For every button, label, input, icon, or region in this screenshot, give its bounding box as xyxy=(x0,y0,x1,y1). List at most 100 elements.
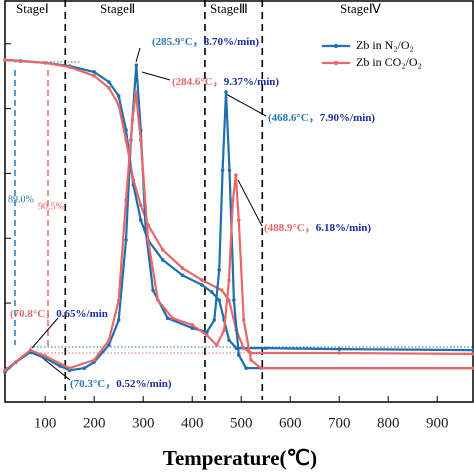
data-point xyxy=(180,273,185,278)
annotation-rate: 7.90%/min) xyxy=(320,112,376,124)
x-tick-label: 600 xyxy=(279,415,302,431)
series-line xyxy=(4,58,474,356)
x-axis-label: Temperature(℃) xyxy=(163,446,317,470)
series-line xyxy=(4,91,474,372)
data-point xyxy=(138,218,143,222)
stage-label: StageⅡ xyxy=(100,1,135,16)
data-point xyxy=(124,198,128,202)
data-point xyxy=(107,86,111,90)
data-point xyxy=(151,288,155,293)
data-point xyxy=(227,168,232,173)
data-point xyxy=(130,118,135,122)
mass-loss-label: 89.0% xyxy=(8,194,34,205)
data-point xyxy=(92,70,96,74)
data-point xyxy=(190,323,195,327)
data-point xyxy=(222,328,226,333)
data-point xyxy=(227,338,231,342)
stage-label: StageⅢ xyxy=(210,1,248,16)
data-point xyxy=(116,298,121,302)
data-point xyxy=(249,358,253,362)
x-tick-label: 300 xyxy=(132,415,155,431)
data-point xyxy=(234,173,238,178)
annotation-arrow xyxy=(237,179,263,227)
data-point xyxy=(236,353,241,357)
x-tick-label: 500 xyxy=(230,415,253,431)
annotation: (70.3°C，0.52%/min) xyxy=(70,378,172,390)
annotation-arrow xyxy=(135,47,141,63)
annotation: (468.6°C，7.90%/min) xyxy=(268,112,375,124)
mass-loss-label: 90.5% xyxy=(38,201,64,212)
data-point xyxy=(227,278,231,282)
annotation-rate: 9.37%/min) xyxy=(224,76,280,88)
annotation-temp: (70.8°C， xyxy=(10,308,56,320)
data-point xyxy=(200,278,204,282)
data-point xyxy=(131,178,136,182)
data-point xyxy=(231,198,235,202)
annotation-rate: 6.18%/min) xyxy=(316,222,372,234)
annotation-rate: 0.52%/min) xyxy=(116,378,172,390)
data-point xyxy=(28,348,33,352)
data-point xyxy=(124,138,128,142)
data-point xyxy=(138,138,143,142)
annotation-rate: 0.65%/min xyxy=(56,308,108,320)
data-point xyxy=(236,218,241,222)
data-point xyxy=(82,366,87,370)
legend-label: Zb in CO₂/O₂ xyxy=(356,55,422,69)
data-point xyxy=(134,90,138,94)
plot-frame xyxy=(4,0,474,403)
data-point xyxy=(241,346,246,350)
data-point xyxy=(212,318,217,322)
data-point xyxy=(337,347,342,351)
x-tick-label: 200 xyxy=(83,415,106,431)
data-point xyxy=(156,298,160,302)
data-point xyxy=(116,318,121,322)
data-point xyxy=(219,288,224,292)
data-point xyxy=(124,238,128,242)
data-point xyxy=(180,266,185,270)
data-point xyxy=(3,368,7,373)
annotation-arrow xyxy=(141,71,171,81)
x-tick-label: 400 xyxy=(181,415,204,431)
annotation-arrow xyxy=(225,93,267,117)
data-point xyxy=(92,358,96,362)
data-point xyxy=(116,103,121,107)
data-point xyxy=(107,343,111,347)
data-point xyxy=(244,366,248,370)
data-point xyxy=(146,238,150,242)
x-tick-label: 900 xyxy=(426,415,449,431)
data-point xyxy=(217,298,221,302)
annotation: (285.9°C，8.70%/min) xyxy=(152,36,259,48)
annotation-temp: (468.6°C， xyxy=(268,112,320,124)
stage-label: StageⅣ xyxy=(340,1,381,16)
data-point xyxy=(241,318,246,322)
data-point xyxy=(43,61,47,65)
data-point xyxy=(134,63,139,67)
data-point xyxy=(220,168,225,173)
data-point xyxy=(214,343,219,347)
legend-label: Zb in N₂/O₂ xyxy=(356,38,414,52)
data-point xyxy=(116,94,121,98)
x-tick-label: 100 xyxy=(34,415,57,431)
data-point xyxy=(224,90,228,94)
legend-marker xyxy=(333,60,339,66)
x-tick-label: 800 xyxy=(377,415,400,431)
annotation-temp: (70.3°C， xyxy=(70,378,116,390)
data-point xyxy=(67,366,72,370)
data-point xyxy=(107,80,111,84)
stage-label: StageⅠ xyxy=(16,1,49,16)
data-point xyxy=(3,58,7,62)
annotation-temp: (285.9°C， xyxy=(152,36,204,48)
annotation-arrow xyxy=(31,317,59,349)
data-point xyxy=(58,364,62,368)
data-point xyxy=(190,326,195,330)
data-point xyxy=(67,65,72,69)
data-point xyxy=(170,316,175,321)
annotation: (284.6°C，9.37%/min) xyxy=(172,76,279,88)
annotation: (488.9°C，6.18%/min) xyxy=(264,222,371,234)
annotation-temp: (284.6°C， xyxy=(172,76,224,88)
annotation: (70.8°C，0.65%/min xyxy=(10,308,108,320)
data-point xyxy=(232,298,236,302)
data-point xyxy=(217,268,221,272)
data-point xyxy=(161,258,165,262)
